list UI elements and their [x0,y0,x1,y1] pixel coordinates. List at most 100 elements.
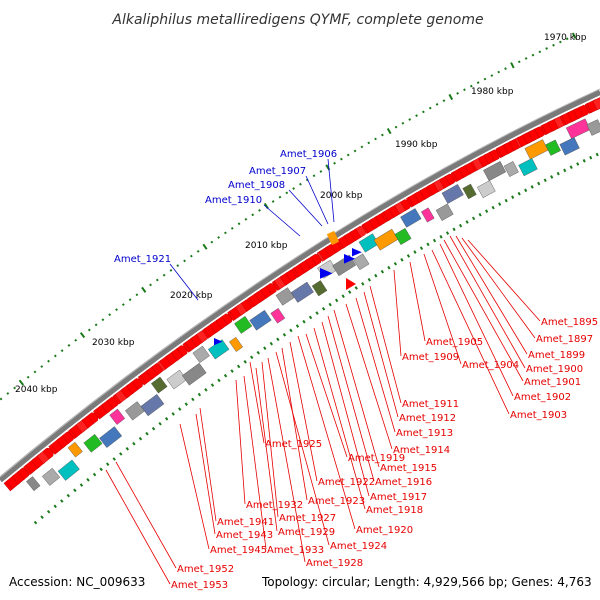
tick-mark [517,191,521,196]
gene-label-amet-1904[interactable]: Amet_1904 [462,360,519,371]
tick-mark [537,181,541,186]
leader-line [263,204,301,237]
tick-label-2040: 2040 kbp [15,385,58,395]
gene-label-amet-1924[interactable]: Amet_1924 [330,541,387,552]
tick-label-2020: 2020 kbp [170,291,213,301]
gene-label-amet-1895[interactable]: Amet_1895 [541,317,598,328]
gene-label-amet-1917[interactable]: Amet_1917 [370,492,427,503]
tick-mark [478,212,482,217]
gene-label-amet-1928[interactable]: Amet_1928 [306,558,363,569]
gene-label-amet-1943[interactable]: Amet_1943 [216,530,273,541]
tick-mark [497,70,501,74]
tick-mark [302,319,306,324]
gene-label-amet-1933[interactable]: Amet_1933 [267,545,324,556]
gene-label-amet-1903[interactable]: Amet_1903 [510,410,567,421]
gene-box [477,180,496,199]
gene-label-amet-1921[interactable]: Amet_1921 [114,254,171,265]
gene-label-amet-1905[interactable]: Amet_1905 [426,337,483,348]
gene-label-amet-1899[interactable]: Amet_1899 [528,350,585,361]
gene-label-amet-1916[interactable]: Amet_1916 [375,477,432,488]
red-gene-labels: Amet_1895 Amet_1897 Amet_1899 Amet_1900 … [171,317,598,591]
tick-label-1980: 1980 kbp [471,87,514,97]
gene-label-amet-1908[interactable]: Amet_1908 [228,180,285,191]
gene-label-amet-1922[interactable]: Amet_1922 [318,477,375,488]
leader-line [313,327,366,510]
gene-box [124,401,145,421]
tick-mark [491,205,495,210]
tick-mark [258,208,261,212]
gene-label-amet-1952[interactable]: Amet_1952 [177,564,234,575]
tick-mark [299,182,302,186]
tick-mark [445,231,450,235]
gene-label-amet-1902[interactable]: Amet_1902 [514,392,571,403]
gene-label-amet-1945[interactable]: Amet_1945 [210,545,267,556]
gene-label-amet-1901[interactable]: Amet_1901 [524,377,581,388]
gene-label-amet-1941[interactable]: Amet_1941 [217,517,274,528]
gene-box [400,208,422,228]
tick-mark [524,188,528,193]
gene-label-amet-1911[interactable]: Amet_1911 [402,399,459,410]
tick-label-2010: 2010 kbp [245,241,288,251]
tick-mark [256,350,260,355]
gene-label-amet-1897[interactable]: Amet_1897 [536,334,593,345]
tick-mark [517,60,521,64]
gene-label-amet-1915[interactable]: Amet_1915 [380,463,437,474]
gene-box-shape [290,281,314,303]
tick-mark [435,103,439,106]
gene-label-amet-1927[interactable]: Amet_1927 [279,513,336,524]
gene-label-amet-1925[interactable]: Amet_1925 [265,439,322,450]
tick-mark [321,307,326,311]
leader-line [249,361,265,444]
gene-label-amet-1907[interactable]: Amet_1907 [249,166,306,177]
leader-line [345,303,393,450]
tick-mark [545,47,548,50]
leader-line [369,285,402,404]
gene-label-amet-1918[interactable]: Amet_1918 [366,505,423,516]
gene-label-amet-1923[interactable]: Amet_1923 [308,496,365,507]
gene-label-amet-1920[interactable]: Amet_1920 [356,525,413,536]
gene-box-shape [181,362,207,386]
gene-label-amet-1909[interactable]: Amet_1909 [402,352,459,363]
tick-mark [171,412,175,416]
tick-mark [0,397,3,401]
gene-box [109,408,126,425]
blue-gene-arrow [344,254,356,264]
gene-label-amet-1910[interactable]: Amet_1910 [205,195,262,206]
gene-label-amet-1914[interactable]: Amet_1914 [393,445,450,456]
tick-mark [99,467,103,472]
gene-label-amet-1906[interactable]: Amet_1906 [280,149,337,160]
leader-line [431,249,510,415]
blue-gene-glyphs [214,230,362,346]
tick-mark [155,278,159,282]
tick-mark [224,231,227,235]
gene-box [229,336,244,352]
gene-box [99,426,123,448]
tick-mark [490,74,494,77]
tick-mark [125,446,130,451]
gene-label-amet-1953[interactable]: Amet_1953 [171,580,228,591]
gene-label-amet-1900[interactable]: Amet_1900 [526,364,583,375]
tick-mark [589,155,593,160]
gene-label-amet-1913[interactable]: Amet_1913 [396,428,453,439]
tick-mark [204,388,208,392]
leader-line [455,235,528,355]
gene-label-amet-1919[interactable]: Amet_1919 [348,453,405,464]
tick-mark [432,238,437,243]
tick-mark [149,283,152,287]
tick-mark [230,226,234,230]
gene-box [394,227,412,245]
tick-mark [6,392,10,395]
tick-mark [33,520,38,525]
gene-box [586,119,600,136]
tick-mark [511,195,515,199]
gene-label-amet-1929[interactable]: Amet_1929 [278,527,335,538]
tick-mark [250,355,254,360]
tick-mark [94,323,98,327]
gene-box-shape [83,433,103,453]
gene-label-amet-1932[interactable]: Amet_1932 [246,500,303,511]
tick-mark [183,259,186,263]
gene-label-amet-1912[interactable]: Amet_1912 [399,413,456,424]
gene-box-shape [150,376,168,394]
gene-box [503,161,519,177]
tick-label-2000: 2000 kbp [320,191,363,201]
